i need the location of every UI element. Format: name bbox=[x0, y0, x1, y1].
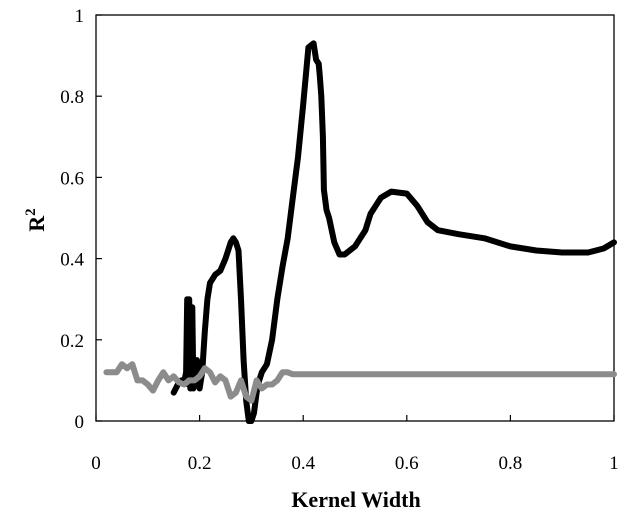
x-tick-label: 0.4 bbox=[291, 453, 315, 474]
y-axis-title-base: R bbox=[24, 215, 49, 232]
x-tick-label: 0.6 bbox=[395, 453, 419, 474]
x-axis-title: Kernel Width bbox=[291, 487, 420, 512]
y-tick-label: 0.6 bbox=[60, 168, 84, 189]
y-axis-title: R2 bbox=[23, 208, 49, 231]
x-tick-labels: 0 0.2 0.4 0.6 0.8 1 bbox=[91, 453, 619, 474]
series-line-1 bbox=[170, 40, 617, 424]
y-tick-label: 0 bbox=[75, 412, 85, 433]
y-tick-labels: 0 0.2 0.4 0.6 0.8 1 bbox=[60, 6, 84, 433]
x-tick-label: 1 bbox=[609, 453, 619, 474]
series-line-2 bbox=[103, 361, 617, 404]
series-layer bbox=[103, 40, 617, 424]
y-tick-label: 0.4 bbox=[60, 250, 84, 271]
y-tick-label: 0.8 bbox=[60, 87, 84, 108]
y-axis-title-superscript: 2 bbox=[23, 208, 39, 216]
x-tick-label: 0.8 bbox=[499, 453, 523, 474]
x-tick-label: 0 bbox=[91, 453, 101, 474]
x-tick-label: 0.2 bbox=[188, 453, 212, 474]
plot-frame bbox=[95, 14, 615, 422]
plot-area-border bbox=[95, 14, 615, 422]
y-tick-label: 0.2 bbox=[60, 331, 84, 352]
y-tick-label: 1 bbox=[75, 6, 85, 27]
